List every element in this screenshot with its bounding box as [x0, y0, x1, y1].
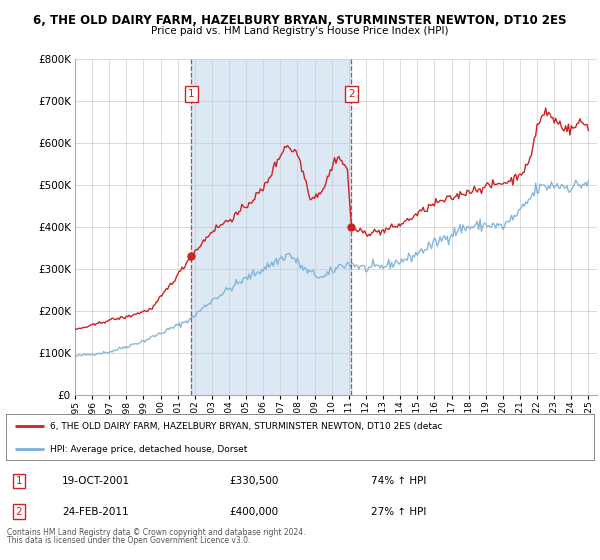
- Text: 2: 2: [348, 89, 355, 99]
- Text: 27% ↑ HPI: 27% ↑ HPI: [371, 507, 426, 517]
- Text: £330,500: £330,500: [229, 476, 279, 486]
- Text: 1: 1: [188, 89, 194, 99]
- Bar: [191, 59, 352, 395]
- Text: 6, THE OLD DAIRY FARM, HAZELBURY BRYAN, STURMINSTER NEWTON, DT10 2ES: 6, THE OLD DAIRY FARM, HAZELBURY BRYAN, …: [33, 14, 567, 27]
- Text: HPI: Average price, detached house, Dorset: HPI: Average price, detached house, Dors…: [50, 445, 247, 454]
- Text: 1: 1: [16, 476, 22, 486]
- Text: 2: 2: [16, 507, 22, 517]
- Text: 19-OCT-2001: 19-OCT-2001: [62, 476, 130, 486]
- Text: Price paid vs. HM Land Registry's House Price Index (HPI): Price paid vs. HM Land Registry's House …: [151, 26, 449, 36]
- Text: This data is licensed under the Open Government Licence v3.0.: This data is licensed under the Open Gov…: [7, 536, 251, 545]
- Text: 6, THE OLD DAIRY FARM, HAZELBURY BRYAN, STURMINSTER NEWTON, DT10 2ES (detac: 6, THE OLD DAIRY FARM, HAZELBURY BRYAN, …: [50, 422, 443, 431]
- Text: £400,000: £400,000: [229, 507, 278, 517]
- Text: Contains HM Land Registry data © Crown copyright and database right 2024.: Contains HM Land Registry data © Crown c…: [7, 528, 306, 537]
- Text: 24-FEB-2011: 24-FEB-2011: [62, 507, 128, 517]
- Text: 74% ↑ HPI: 74% ↑ HPI: [371, 476, 426, 486]
